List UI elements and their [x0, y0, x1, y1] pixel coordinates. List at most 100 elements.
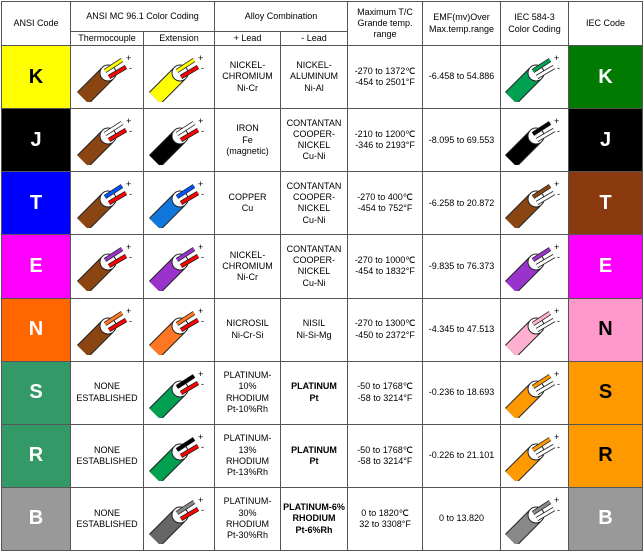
emf-range: 0 to 13.820 [422, 486, 502, 552]
temp-range: -270 to 1300℃ -450 to 2372°F [347, 297, 424, 362]
thermocouple-cell: + - [70, 234, 144, 299]
plus-sign: + [126, 179, 131, 189]
wire-negative [180, 318, 199, 331]
minus-sign: - [557, 442, 560, 452]
wire-negative [180, 507, 199, 521]
ansi-code: J [1, 108, 71, 173]
table-body: K + - + - NICKEL- CHROMIUM Ni-Cr NICKEL- ALUMI… [1, 44, 643, 552]
ansi-code: R [1, 423, 71, 488]
iec-code: S [568, 360, 643, 425]
plus-sign: + [554, 306, 559, 316]
wire-positive [104, 58, 123, 73]
wire-positive [531, 248, 551, 262]
thermocouple-cell: + - [70, 171, 144, 236]
iec-code: E [568, 234, 643, 299]
wire-positive [176, 58, 195, 73]
wire-negative [180, 255, 199, 268]
wire-negative [180, 192, 199, 205]
extension-cell: + - [143, 108, 215, 173]
row: S NONE ESTABLISHED + - PLATINUM- 10% RHODIUM… [1, 360, 643, 425]
plus-lead: NICKEL- CHROMIUM Ni-Cr [214, 234, 281, 299]
header: Thermocouple [70, 31, 144, 46]
iec-cell: + - [500, 44, 570, 110]
cable-icon: +- [504, 242, 560, 292]
thermocouple-none: NONE ESTABLISHED [70, 423, 144, 488]
row: J + - + - IRON Fe (magnetic) CONTANTAN COOPER-… [1, 108, 643, 173]
plus-lead: PLATINUM- 30% RHODIUM Pt-30%Rh [214, 486, 281, 552]
iec-cell: + - [500, 234, 570, 299]
cable-icon: +- [504, 432, 560, 481]
temp-range: -210 to 1200℃ -346 to 2193°F [347, 108, 424, 173]
cable-icon: +- [149, 432, 204, 481]
row: T + - + - COPPER Cu CONTANTAN COOPER- NICKEL C… [1, 171, 643, 236]
plus-sign: + [126, 116, 131, 126]
plus-sign: + [126, 306, 131, 316]
wire-negative [535, 128, 555, 142]
cable-icon: +- [504, 369, 560, 418]
minus-lead: NICKEL- ALUMINUM Ni-Al [279, 44, 349, 110]
temp-range: -50 to 1768℃ -58 to 3214°F [347, 360, 424, 425]
wire-positive [104, 311, 123, 325]
iec-code: J [568, 108, 643, 173]
ansi-code: E [1, 234, 71, 299]
iec-cell: + - [500, 360, 570, 425]
wire-positive [531, 58, 551, 73]
minus-sign: - [557, 505, 560, 515]
wire-positive [176, 121, 195, 136]
plus-sign: + [198, 179, 203, 189]
minus-sign: - [557, 316, 560, 326]
temp-range: -270 to 400℃ -454 to 752°F [347, 171, 424, 236]
cable-icon: +- [504, 116, 560, 166]
wire-positive [176, 500, 195, 515]
emf-range: -0.226 to 21.101 [422, 423, 502, 488]
plus-lead: PLATINUM- 13% RHODIUM Pt-13%Rh [214, 423, 281, 488]
wire-positive [531, 311, 551, 325]
plus-sign: + [198, 116, 203, 126]
iec-code: K [568, 44, 643, 110]
iec-code: N [568, 297, 643, 362]
plus-lead: NICKEL- CHROMIUM Ni-Cr [214, 44, 281, 110]
plus-sign: + [198, 242, 203, 252]
plus-lead: IRON Fe (magnetic) [214, 108, 281, 173]
row: N + - + - NICROSIL Ni-Cr-Si NISIL Ni-Si-Mg -270… [1, 297, 643, 362]
wire-positive [176, 437, 195, 452]
wire-negative [535, 192, 555, 205]
cable-icon: +- [149, 306, 204, 355]
minus-sign: - [129, 252, 132, 262]
header: ANSI Code [1, 1, 71, 46]
extension-cell: + - [143, 423, 215, 488]
cable-icon: +- [77, 306, 132, 355]
iec-code: T [568, 171, 643, 236]
minus-lead: CONTANTAN COOPER- NICKEL Cu-Ni [279, 171, 349, 236]
wire-positive [104, 248, 123, 262]
iec-cell: + - [500, 423, 570, 488]
plus-sign: + [554, 432, 559, 442]
plus-lead: COPPER Cu [214, 171, 281, 236]
wire-negative [535, 507, 555, 521]
minus-sign: - [201, 316, 204, 326]
cable-icon: +- [504, 306, 560, 355]
emf-range: -0.236 to 18.693 [422, 360, 502, 425]
wire-negative [108, 65, 127, 79]
row: R NONE ESTABLISHED + - PLATINUM- 13% RHODIUM… [1, 423, 643, 488]
iec-code: B [568, 486, 643, 552]
plus-sign: + [554, 242, 559, 252]
wire-positive [176, 248, 195, 262]
header: Alloy Combination [213, 1, 349, 32]
thermocouple-cell: + - [70, 108, 144, 173]
wire-negative [180, 444, 199, 458]
thermocouple-none: NONE ESTABLISHED [70, 360, 144, 425]
plus-sign: + [554, 179, 559, 189]
minus-lead: PLATINUM Pt [279, 423, 349, 488]
plus-sign: + [554, 495, 559, 505]
plus-sign: + [198, 495, 203, 505]
cable-icon: +- [149, 179, 204, 229]
iec-code: R [568, 423, 643, 488]
cable-icon: +- [77, 179, 132, 229]
header: - Lead [279, 31, 349, 46]
plus-sign: + [126, 242, 131, 252]
wire-negative [108, 192, 127, 205]
minus-lead: CONTANTAN COOPER- NICKEL Cu-Ni [279, 108, 349, 173]
minus-sign: - [557, 189, 560, 199]
plus-sign: + [554, 116, 559, 126]
